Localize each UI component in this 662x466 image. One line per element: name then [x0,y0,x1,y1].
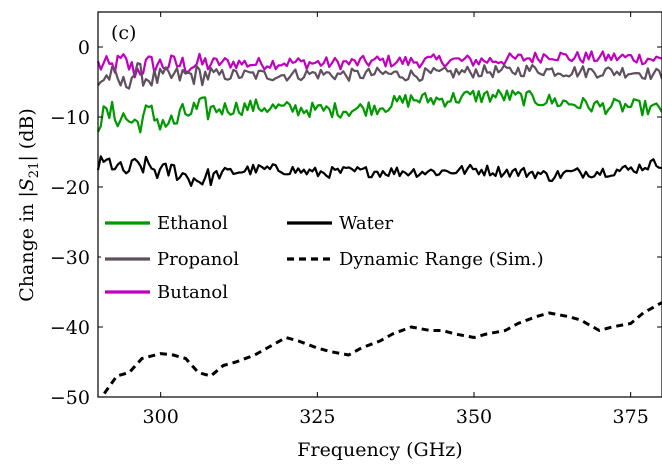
legend-label-dynamic-range: Dynamic Range (Sim.) [339,249,544,270]
x-axis-label: Frequency (GHz) [297,439,462,461]
legend: Ethanol Propanol Butanol Water Dynamic R… [101,208,544,308]
y-tick-label: −50 [50,387,90,409]
legend-label-ethanol: Ethanol [157,213,228,234]
legend-label-butanol: Butanol [157,282,228,303]
y-axis-label-s: S [16,178,38,191]
y-tick-label: −40 [50,317,90,339]
panel-label: (c) [111,22,136,44]
series-layer [96,50,662,395]
y-tick-label: −30 [50,247,90,269]
legend-label-water: Water [339,213,394,234]
legend-background [101,208,541,308]
x-tick-label: 350 [456,406,492,428]
series-line-propanol [97,62,662,90]
y-axis-label-sub: 21 [27,162,42,179]
x-tick-label: 325 [299,406,335,428]
y-axis-label-post: | (dB) [16,108,38,161]
y-tick-label: −20 [50,177,90,199]
y-tick-label: 0 [78,37,90,59]
legend-label-propanol: Propanol [157,249,239,270]
series-line-water [96,155,662,187]
series-line-ethanol [97,88,662,134]
y-axis-label-pre: Change in | [16,191,38,302]
y-axis-label: Change in |S21| (dB) [16,108,42,302]
series-line-dynamic-range-sim [103,301,662,395]
plot-frame [97,11,662,398]
ticks-layer: 300 325 350 375 0 −10 −20 −30 −40 −50 [50,12,662,428]
x-tick-label: 375 [613,406,649,428]
x-tick-label: 300 [143,406,179,428]
y-tick-label: −10 [50,107,90,129]
series-line-butanol [96,50,662,79]
